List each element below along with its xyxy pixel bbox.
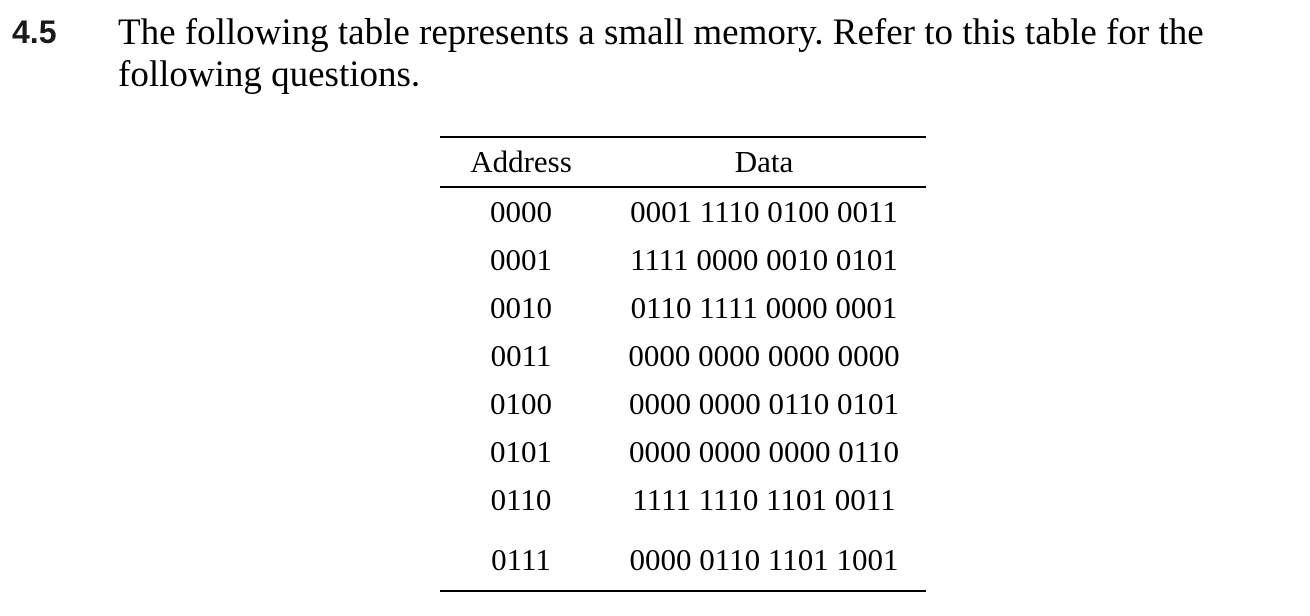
table-row: 0101 0000 0000 0000 0110 xyxy=(440,428,926,476)
address-cell: 0010 xyxy=(490,290,552,325)
address-cell: 0101 xyxy=(490,434,552,469)
data-cell: 0000 0000 0000 0000 xyxy=(628,338,900,373)
table-row: 0000 0001 1110 0100 0011 xyxy=(440,187,926,236)
memory-table: Address Data 0000 0001 1110 0100 0011 00… xyxy=(440,136,926,592)
problem-text-line-2: following questions. xyxy=(118,54,421,95)
problem-number: 4.5 xyxy=(12,14,57,50)
problem-text-line-1: The following table represents a small m… xyxy=(118,12,1204,53)
data-cell: 0001 1110 0100 0011 xyxy=(630,194,898,229)
data-cell: 0000 0000 0000 0110 xyxy=(628,434,900,469)
address-cell: 0110 xyxy=(490,482,552,517)
table-row: 0110 1111 1110 1101 0011 xyxy=(440,476,926,524)
table-row: 0011 0000 0000 0000 0000 xyxy=(440,332,926,380)
table-row: 0010 0110 1111 0000 0001 xyxy=(440,284,926,332)
table-header-row: Address Data xyxy=(440,137,926,188)
problem-statement: The following table represents a small m… xyxy=(118,12,1288,96)
address-cell: 0111 xyxy=(491,542,551,577)
table-row: 0111 0000 0110 1101 1001 xyxy=(440,524,926,591)
data-cell: 1111 0000 0010 0101 xyxy=(630,242,898,277)
address-cell: 0001 xyxy=(490,242,552,277)
table-row: 0001 1111 0000 0010 0101 xyxy=(440,236,926,284)
data-cell: 0110 1111 0000 0001 xyxy=(630,290,898,325)
address-cell: 0000 xyxy=(490,194,552,229)
table-row: 0100 0000 0000 0110 0101 xyxy=(440,380,926,428)
address-cell: 0100 xyxy=(490,386,552,421)
data-cell: 1111 1110 1101 0011 xyxy=(632,482,896,517)
data-column-header: Data xyxy=(602,137,926,188)
data-cell: 0000 0000 0110 0101 xyxy=(628,386,900,421)
address-cell: 0011 xyxy=(490,338,552,373)
address-column-header: Address xyxy=(440,137,602,188)
data-cell: 0000 0110 1101 1001 xyxy=(629,542,899,577)
